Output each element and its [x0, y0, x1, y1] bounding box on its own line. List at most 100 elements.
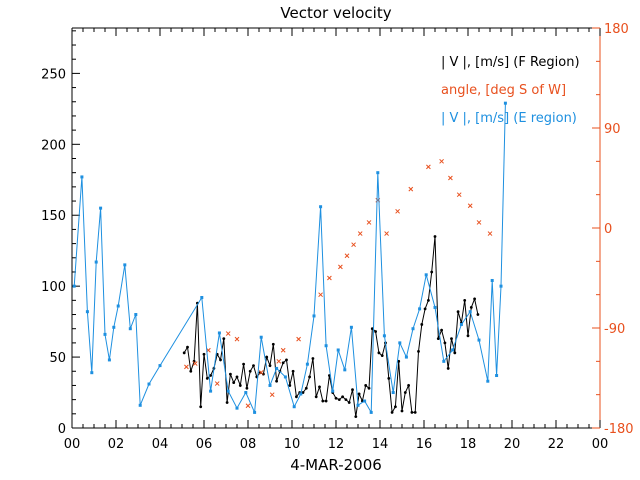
data-point: [324, 399, 328, 403]
series-line: [73, 103, 506, 415]
data-point: [336, 348, 340, 352]
x-axis-label: 4-MAR-2006: [290, 456, 382, 474]
data-point: [338, 264, 343, 270]
data-point: [318, 385, 321, 389]
y-tick-label: 200: [41, 138, 66, 153]
data-point: [269, 392, 275, 398]
data-point: [374, 330, 377, 333]
marker-stroke: [384, 231, 389, 236]
data-point: [186, 345, 189, 349]
data-point: [349, 325, 353, 329]
data-point: [238, 384, 242, 387]
y-tick-label: 250: [41, 67, 66, 82]
data-point: [400, 409, 404, 413]
data-point: [473, 297, 476, 301]
data-point: [377, 351, 381, 355]
data-point: [390, 410, 394, 414]
x-tick-label: 10: [284, 437, 301, 452]
x-tick-label: 06: [196, 437, 213, 452]
y-tick-label: 150: [41, 209, 66, 224]
data-point: [123, 263, 127, 267]
data-point: [85, 310, 89, 314]
data-point: [229, 372, 232, 376]
series-line: [183, 236, 479, 417]
data-point: [311, 357, 315, 360]
data-point: [265, 355, 269, 359]
marker-stroke: [487, 231, 493, 236]
data-point: [244, 391, 248, 395]
data-point: [446, 367, 450, 370]
data-point: [424, 273, 428, 277]
x-tick-label: 20: [504, 437, 521, 452]
data-point: [407, 384, 410, 387]
data-point: [466, 334, 470, 338]
data-point: [442, 359, 446, 363]
data-point: [334, 396, 338, 400]
marker-stroke: [296, 336, 301, 342]
data-point: [418, 307, 422, 311]
data-point: [248, 369, 252, 373]
data-point: [426, 164, 431, 170]
x-tick-label: 00: [64, 437, 81, 452]
data-point: [395, 208, 400, 214]
data-point: [276, 358, 282, 364]
series-angle-deg-s-of-w-: [184, 158, 493, 409]
data-point: [222, 337, 226, 341]
data-point: [403, 391, 407, 394]
data-point: [410, 410, 414, 414]
data-point: [477, 338, 481, 342]
data-point: [234, 336, 240, 342]
data-point: [417, 350, 420, 353]
data-point: [468, 310, 472, 314]
data-point: [495, 374, 499, 378]
legend-angle: angle, [deg S of W]: [441, 83, 566, 98]
data-point: [397, 359, 401, 363]
data-point: [476, 220, 482, 225]
data-point: [369, 410, 373, 414]
data-point: [103, 332, 107, 336]
y2-tick-label: 0: [604, 222, 612, 237]
data-point: [463, 298, 467, 302]
data-point: [469, 306, 473, 309]
data-point: [281, 361, 285, 365]
data-point: [490, 278, 494, 282]
marker-stroke: [448, 175, 453, 181]
data-point: [147, 382, 151, 386]
data-point: [319, 205, 323, 209]
data-point: [271, 342, 275, 346]
data-point: [304, 386, 308, 390]
data-point: [182, 351, 186, 355]
data-point: [258, 370, 264, 375]
data-point: [344, 253, 350, 259]
marker-stroke: [234, 336, 240, 342]
data-point: [299, 392, 303, 396]
data-point: [226, 389, 230, 393]
data-point: [443, 341, 447, 345]
data-point: [314, 395, 318, 399]
data-point: [253, 410, 257, 414]
data-point: [232, 381, 236, 385]
data-point: [387, 376, 391, 380]
data-point: [275, 366, 279, 370]
series--v-m-s-e-region-: [72, 101, 507, 415]
data-point: [245, 386, 249, 390]
marker-stroke: [280, 347, 286, 353]
data-point: [351, 388, 354, 392]
data-point: [94, 260, 98, 264]
marker-stroke: [357, 231, 363, 236]
data-point: [503, 101, 507, 105]
data-point: [404, 355, 408, 359]
chart-title: Vector velocity: [280, 4, 391, 22]
data-point: [467, 203, 473, 209]
data-point: [337, 398, 341, 402]
data-point: [341, 395, 344, 399]
y-tick-label: 100: [41, 280, 66, 295]
data-point: [292, 405, 296, 409]
legend: | V |, [m/s] (F Region) angle, [deg S of…: [441, 55, 580, 126]
data-point: [107, 358, 111, 362]
data-point: [427, 298, 430, 302]
data-point: [398, 341, 402, 345]
data-point: [291, 369, 295, 373]
marker-stroke: [426, 164, 431, 170]
data-point: [295, 395, 298, 399]
